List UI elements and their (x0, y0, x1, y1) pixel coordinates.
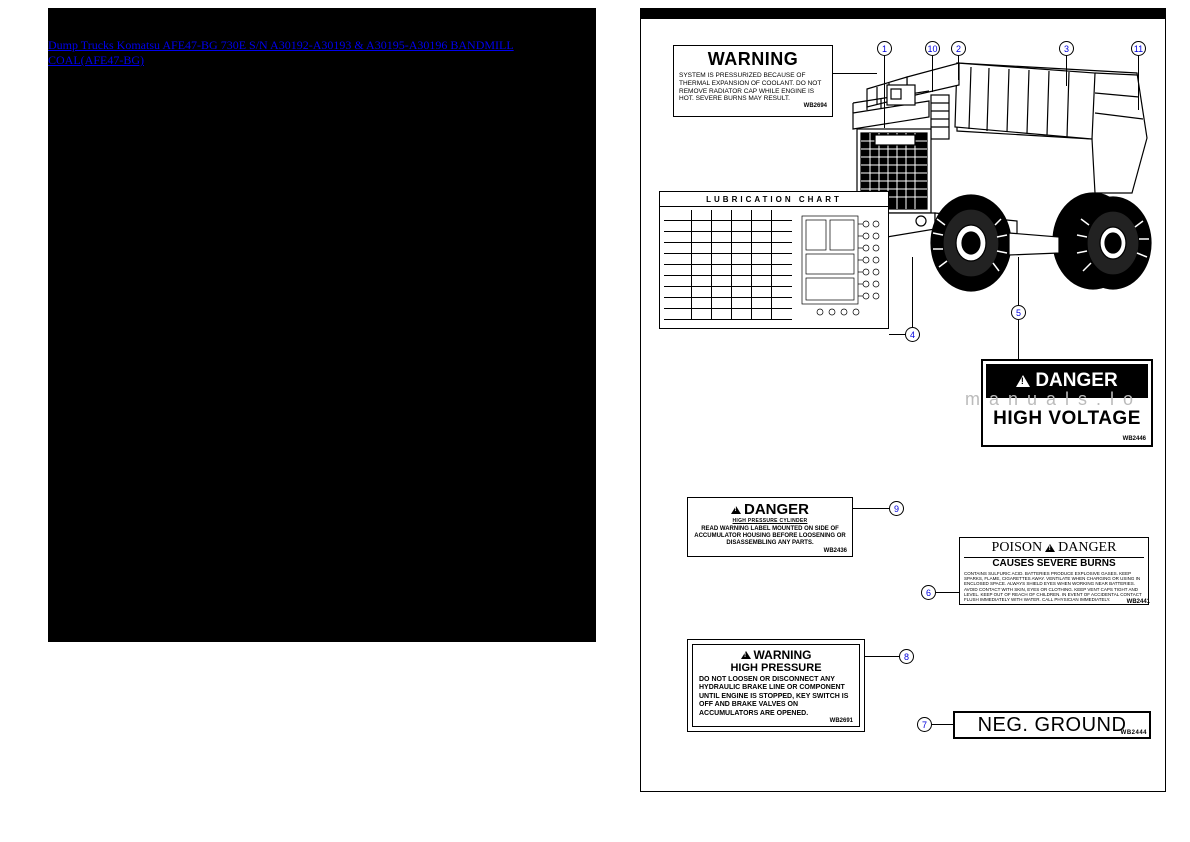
lead-line (853, 508, 890, 509)
sheet-top-border (641, 9, 1165, 19)
poison-ref: WB2441 (1127, 599, 1150, 605)
warning-triangle-icon (1016, 375, 1030, 387)
lead-line (1018, 257, 1019, 305)
poison-title-right: DANGER (1058, 540, 1116, 556)
lubrication-chart-label: LUBRICATION CHART (659, 191, 889, 329)
hp-sub: HIGH PRESSURE (699, 662, 853, 674)
hp-title-text: WARNING (754, 648, 812, 662)
left-dark-pane (48, 8, 596, 642)
poison-title: POISON DANGER (964, 540, 1144, 558)
lube-diagram (796, 210, 886, 322)
lead-line (833, 73, 877, 74)
callout-5: 5 (1011, 305, 1026, 320)
lead-line (912, 257, 913, 327)
danger-sm-sub: HIGH PRESSURE CYLINDER (693, 518, 847, 524)
lead-line (936, 592, 960, 593)
callout-3: 3 (1059, 41, 1074, 56)
hp-body: DO NOT LOOSEN OR DISCONNECT ANY HYDRAULI… (699, 676, 853, 718)
warning-ref: WB2694 (679, 103, 827, 109)
lead-line (932, 56, 933, 92)
danger-accumulator-label: DANGER HIGH PRESSURE CYLINDER READ WARNI… (687, 497, 853, 557)
hp-ref: WB2691 (699, 718, 853, 724)
danger-sm-body: READ WARNING LABEL MOUNTED ON SIDE OF AC… (693, 526, 847, 548)
callout-2: 2 (951, 41, 966, 56)
neg-ground-label: NEG. GROUND WB2444 (953, 711, 1151, 739)
callout-1: 1 (877, 41, 892, 56)
warning-coolant-label: WARNING SYSTEM IS PRESSURIZED BECAUSE OF… (673, 45, 833, 117)
warning-triangle-icon (741, 651, 751, 659)
lead-line (1066, 56, 1067, 86)
callout-8: 8 (899, 649, 914, 664)
callout-6: 6 (921, 585, 936, 600)
lube-title: LUBRICATION CHART (660, 192, 888, 207)
poison-body: CONTAINS SULFURIC ACID. BATTERIES PRODUC… (964, 571, 1144, 602)
neg-ref: WB2444 (1121, 730, 1147, 736)
callout-4: 4 (905, 327, 920, 342)
callout-7: 7 (917, 717, 932, 732)
poison-danger-label: POISON DANGER CAUSES SEVERE BURNS CONTAI… (959, 537, 1149, 605)
lead-line (884, 56, 885, 128)
danger-sm-title-text: DANGER (744, 501, 809, 518)
lead-line (1138, 56, 1139, 110)
callout-11: 11 (1131, 41, 1146, 56)
lead-line (1018, 320, 1019, 360)
danger-sm-ref: WB2436 (693, 548, 847, 554)
warning-title: WARNING (679, 49, 827, 70)
callout-9: 9 (889, 501, 904, 516)
warning-triangle-icon (731, 506, 741, 514)
warning-triangle-icon (1045, 544, 1055, 552)
lead-line (932, 724, 954, 725)
callout-10: 10 (925, 41, 940, 56)
danger-big-ref: WB2446 (986, 436, 1148, 442)
lead-line (889, 334, 906, 335)
neg-text: NEG. GROUND (978, 714, 1127, 736)
hp-title: WARNING (699, 648, 853, 662)
title-link[interactable]: Dump Trucks Komatsu AFE47-BG 730E S/N A3… (48, 38, 558, 68)
poison-title-left: POISON (992, 540, 1043, 556)
lead-line (865, 656, 900, 657)
danger-sm-title: DANGER (693, 501, 847, 518)
lube-table (664, 210, 792, 322)
poison-sub: CAUSES SEVERE BURNS (964, 558, 1144, 569)
warning-body: SYSTEM IS PRESSURIZED BECAUSE OF THERMAL… (679, 72, 827, 103)
lead-line (958, 56, 959, 80)
warning-high-pressure-label: WARNING HIGH PRESSURE DO NOT LOOSEN OR D… (687, 639, 865, 732)
diagram-sheet: m a n u a l s . l o (640, 8, 1166, 792)
watermark-text: m a n u a l s . l o (965, 389, 1135, 410)
